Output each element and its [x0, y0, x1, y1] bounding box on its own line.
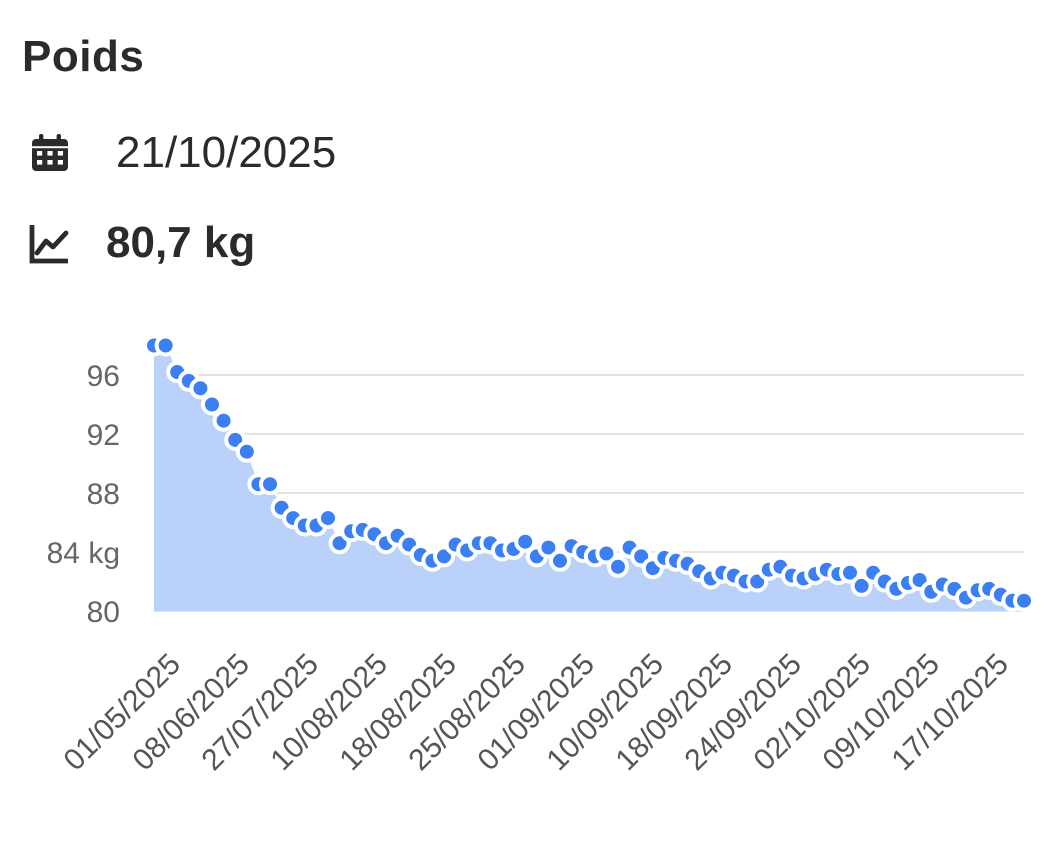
- data-point: [850, 574, 873, 597]
- y-tick-label: 92: [87, 419, 120, 452]
- weight-area: [154, 345, 1024, 611]
- data-point: [317, 507, 339, 530]
- y-tick-label: 88: [87, 478, 120, 511]
- data-point: [212, 409, 235, 432]
- data-point: [235, 440, 258, 463]
- trend-line-icon: [29, 225, 69, 264]
- data-point: [595, 542, 618, 565]
- data-point: [154, 334, 177, 357]
- data-point: [549, 549, 571, 572]
- data-point: [514, 530, 537, 553]
- data-point: [259, 473, 281, 496]
- y-tick-label: 84 kg: [47, 537, 120, 570]
- data-point: [201, 393, 223, 416]
- weight-row: 80,7 kg: [26, 218, 255, 268]
- data-point: [189, 377, 212, 400]
- data-point: [1013, 589, 1035, 612]
- page-title: Poids: [22, 32, 145, 81]
- data-point: [607, 555, 629, 578]
- y-tick-label: 96: [87, 360, 120, 393]
- y-tick-label: 80: [87, 596, 120, 629]
- selected-date: 21/10/2025: [116, 128, 337, 177]
- data-point: [839, 561, 861, 584]
- date-row: 21/10/2025: [26, 128, 336, 178]
- data-point: [537, 536, 560, 559]
- current-weight: 80,7 kg: [106, 218, 256, 267]
- calendar-icon: [32, 134, 68, 171]
